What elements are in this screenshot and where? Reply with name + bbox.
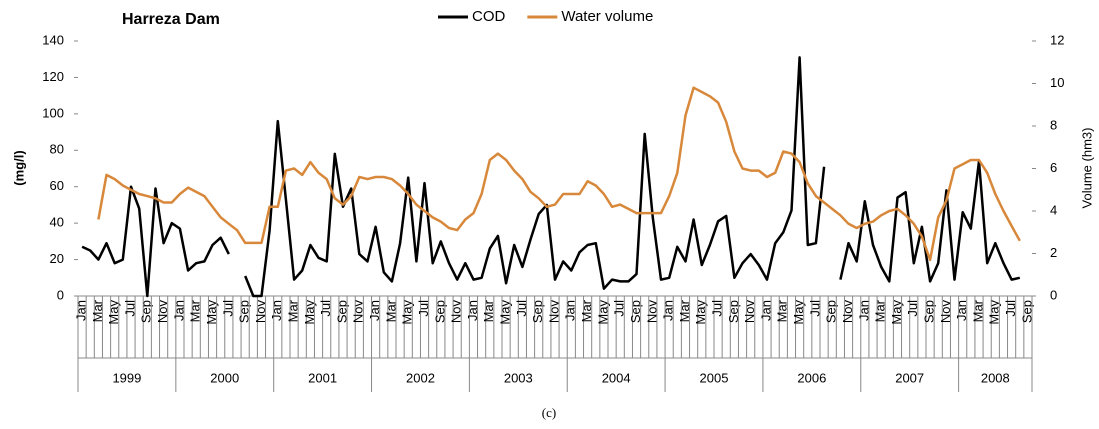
x-tick-label: Jan bbox=[954, 300, 969, 321]
legend-label: Water volume bbox=[561, 8, 653, 25]
y-tick-label: 40 bbox=[50, 215, 64, 230]
x-tick-label: Jan bbox=[367, 300, 382, 321]
y2-tick-label: 2 bbox=[1050, 245, 1057, 260]
x-tick-label: Sep bbox=[139, 300, 154, 323]
x-tick-label: Mar bbox=[188, 299, 203, 322]
x-tick-label: May bbox=[889, 300, 904, 325]
x-tick-label: May bbox=[400, 300, 415, 325]
y-tick-label: 100 bbox=[42, 105, 64, 120]
x-tick-label: Mar bbox=[970, 299, 985, 322]
x-tick-label: Sep bbox=[824, 300, 839, 323]
y2-tick-label: 0 bbox=[1050, 287, 1057, 302]
x-tick-label: Jul bbox=[318, 300, 333, 317]
year-label: 2006 bbox=[797, 370, 826, 385]
x-tick-label: Sep bbox=[334, 300, 349, 323]
x-tick-label: Nov bbox=[351, 300, 366, 324]
x-tick-label: Jan bbox=[74, 300, 89, 321]
x-tick-label: Jul bbox=[807, 300, 822, 317]
x-tick-label: Nov bbox=[742, 300, 757, 324]
x-tick-label: Jan bbox=[563, 300, 578, 321]
y2-axis-label: Volume (hm3) bbox=[1079, 128, 1094, 209]
year-label: 2003 bbox=[504, 370, 533, 385]
x-tick-label: Mar bbox=[677, 299, 692, 322]
x-tick-label: Nov bbox=[449, 300, 464, 324]
x-tick-label: Jan bbox=[758, 300, 773, 321]
x-tick-label: May bbox=[498, 300, 513, 325]
x-tick-label: Mar bbox=[90, 299, 105, 322]
y2-tick-label: 10 bbox=[1050, 75, 1064, 90]
year-label: 1999 bbox=[112, 370, 141, 385]
year-label: 2002 bbox=[406, 370, 435, 385]
y-axis-label: (mg/l) bbox=[11, 150, 26, 185]
x-tick-label: Mar bbox=[775, 299, 790, 322]
y-tick-label: 60 bbox=[50, 178, 64, 193]
x-tick-label: Nov bbox=[253, 300, 268, 324]
x-tick-label: Sep bbox=[432, 300, 447, 323]
chart-title: Harreza Dam bbox=[122, 11, 220, 28]
x-tick-label: Jul bbox=[1003, 300, 1018, 317]
legend-label: COD bbox=[472, 8, 506, 25]
x-tick-label: Jan bbox=[171, 300, 186, 321]
x-tick-label: Sep bbox=[922, 300, 937, 323]
x-tick-label: Mar bbox=[383, 299, 398, 322]
y2-tick-label: 8 bbox=[1050, 117, 1057, 132]
x-tick-label: May bbox=[302, 300, 317, 325]
x-tick-label: Nov bbox=[938, 300, 953, 324]
x-tick-label: Mar bbox=[579, 299, 594, 322]
x-tick-label: Nov bbox=[840, 300, 855, 324]
x-tick-label: May bbox=[987, 300, 1002, 325]
x-tick-label: May bbox=[791, 300, 806, 325]
x-tick-label: Jul bbox=[220, 300, 235, 317]
x-tick-label: Sep bbox=[530, 300, 545, 323]
y-tick-label: 120 bbox=[42, 69, 64, 84]
x-tick-label: Mar bbox=[286, 299, 301, 322]
x-tick-label: Nov bbox=[155, 300, 170, 324]
y-tick-label: 80 bbox=[50, 142, 64, 157]
x-tick-label: May bbox=[204, 300, 219, 325]
x-tick-label: Mar bbox=[481, 299, 496, 322]
x-tick-label: May bbox=[595, 300, 610, 325]
x-tick-label: Jan bbox=[465, 300, 480, 321]
y2-tick-label: 4 bbox=[1050, 202, 1057, 217]
x-tick-label: Jul bbox=[612, 300, 627, 317]
y-tick-label: 140 bbox=[42, 32, 64, 47]
caption: (c) bbox=[542, 405, 556, 420]
y2-tick-label: 12 bbox=[1050, 32, 1064, 47]
x-tick-label: Nov bbox=[644, 300, 659, 324]
year-label: 2005 bbox=[700, 370, 729, 385]
x-tick-label: Jul bbox=[514, 300, 529, 317]
x-tick-label: Jul bbox=[905, 300, 920, 317]
x-tick-label: May bbox=[693, 300, 708, 325]
x-tick-label: Sep bbox=[726, 300, 741, 323]
x-tick-label: Sep bbox=[628, 300, 643, 323]
x-tick-label: Mar bbox=[873, 299, 888, 322]
series-line bbox=[81, 56, 1021, 298]
x-tick-label: Jul bbox=[710, 300, 725, 317]
x-tick-label: Jan bbox=[269, 300, 284, 321]
y2-tick-label: 6 bbox=[1050, 160, 1057, 175]
y-tick-label: 0 bbox=[57, 287, 64, 302]
year-label: 2008 bbox=[981, 370, 1010, 385]
y-tick-label: 20 bbox=[50, 251, 64, 266]
x-tick-label: Sep bbox=[1019, 300, 1034, 323]
x-tick-label: May bbox=[106, 300, 121, 325]
x-tick-label: Jan bbox=[661, 300, 676, 321]
x-tick-label: Nov bbox=[546, 300, 561, 324]
year-label: 2007 bbox=[895, 370, 924, 385]
x-tick-label: Jul bbox=[122, 300, 137, 317]
series-line bbox=[97, 86, 1021, 262]
x-tick-label: Jan bbox=[856, 300, 871, 321]
year-label: 2004 bbox=[602, 370, 631, 385]
year-label: 2001 bbox=[308, 370, 337, 385]
year-label: 2000 bbox=[210, 370, 239, 385]
x-tick-label: Jul bbox=[416, 300, 431, 317]
x-tick-label: Sep bbox=[237, 300, 252, 323]
